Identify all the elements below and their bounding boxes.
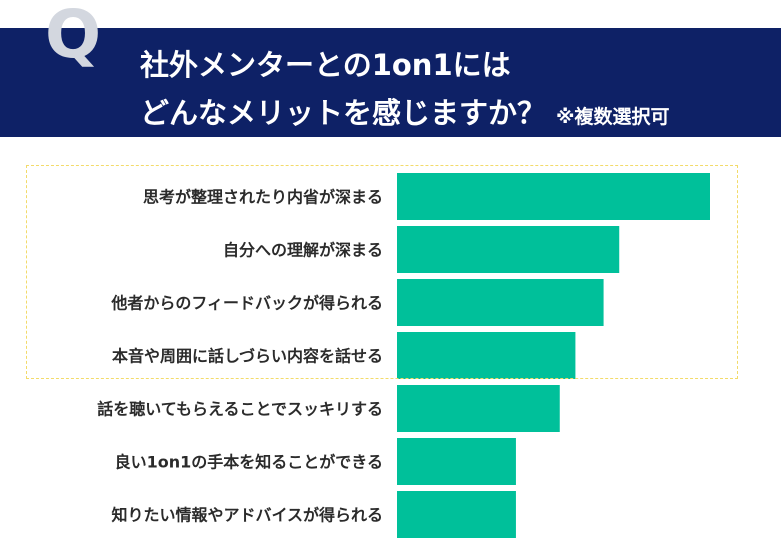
bar-3 bbox=[397, 279, 604, 326]
category-label-6: 良い1on1の手本を知ることができる bbox=[115, 453, 383, 472]
question-title-line-1: 社外メンターとの1on1には bbox=[140, 48, 511, 82]
bar-7 bbox=[397, 491, 516, 538]
question-header bbox=[0, 28, 781, 137]
question-mark-icon: Q bbox=[44, 0, 102, 73]
category-label-4: 本音や周囲に話しづらい内容を話せる bbox=[112, 347, 383, 366]
category-label-7: 知りたい情報やアドバイスが得られる bbox=[111, 506, 383, 525]
question-title-text: どんなメリットを感じますか？ bbox=[140, 96, 547, 130]
multiple-choice-note: ※複数選択可 bbox=[556, 106, 670, 128]
bar-4 bbox=[397, 332, 576, 379]
question-title-line-2: どんなメリットを感じますか？ ※複数選択可 bbox=[140, 90, 670, 132]
bar-5 bbox=[397, 385, 560, 432]
category-label-5: 話を聴いてもらえることでスッキリする bbox=[97, 400, 383, 419]
category-label-1: 思考が整理されたり内省が深まる bbox=[143, 188, 383, 207]
bar-6 bbox=[397, 438, 516, 485]
top-answers-highlight bbox=[26, 165, 738, 379]
category-label-3: 他者からのフィードバックが得られる bbox=[110, 294, 383, 313]
bar-1 bbox=[397, 173, 710, 220]
category-label-2: 自分への理解が深まる bbox=[223, 241, 383, 260]
bar-2 bbox=[397, 226, 620, 273]
